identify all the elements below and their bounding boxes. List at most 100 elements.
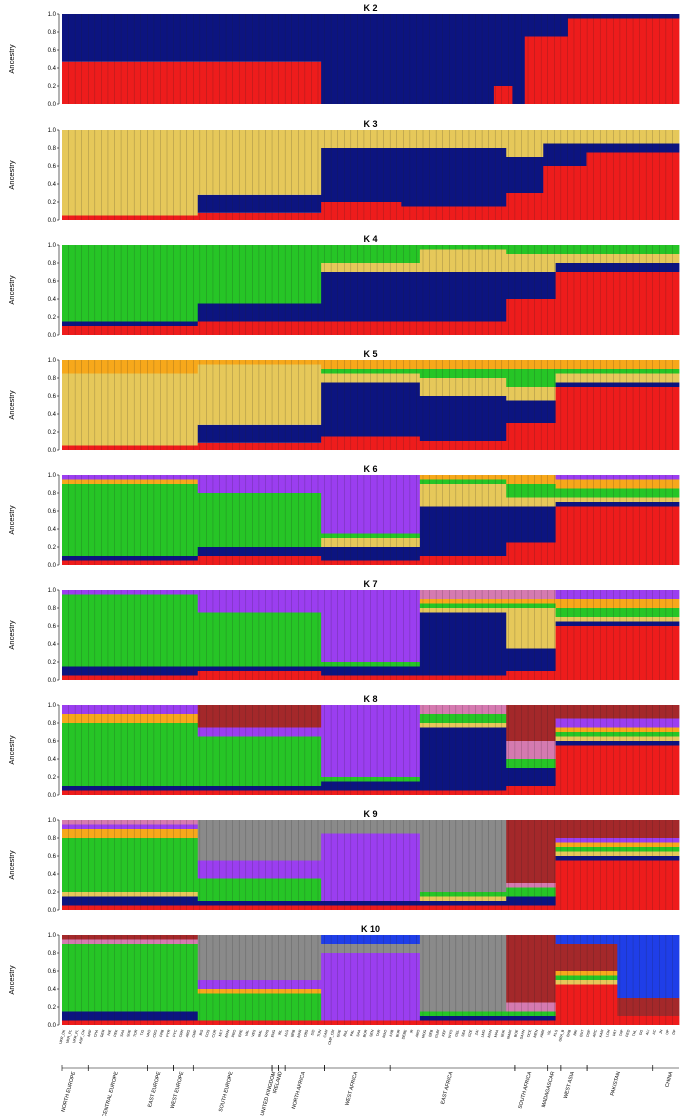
ancestry-purple — [321, 475, 421, 534]
ancestry-orange — [62, 360, 199, 374]
ancestry-purple — [62, 590, 199, 595]
ancestry-navy — [321, 547, 421, 561]
ancestry-gold — [321, 130, 402, 148]
population-label: PAT — [612, 1028, 618, 1036]
ancestry-green — [419, 603, 507, 608]
population-label: DEBE — [401, 1029, 408, 1040]
population-label: PYR — [165, 1029, 171, 1038]
ancestry-red — [419, 441, 507, 450]
ancestry-red — [506, 193, 544, 220]
y-axis-label: Ancestry — [7, 44, 16, 73]
y-tick-label: 0.4 — [48, 527, 57, 533]
y-tick-label: 0.4 — [48, 757, 57, 763]
ancestry-green — [555, 608, 680, 617]
ancestry-navy — [62, 666, 199, 676]
y-tick-label: 0.8 — [48, 836, 57, 842]
ancestry-gold — [555, 617, 680, 622]
ancestry-red — [617, 1016, 680, 1025]
population-label: LMO — [480, 1029, 486, 1038]
ancestry-red — [419, 556, 507, 565]
ancestry-red — [62, 790, 199, 795]
ancestry-brown — [555, 820, 680, 838]
panel-k5: K 5 Ancestry 0.0 0.2 0.4 0.6 0.8 1.0 — [7, 349, 680, 454]
population-label: ARO — [415, 1029, 421, 1038]
ancestry-red — [401, 206, 507, 220]
population-label: BUR — [395, 1029, 401, 1038]
ancestry-orange — [62, 479, 199, 484]
population-label: DP — [672, 1029, 677, 1035]
y-tick-label: 1.0 — [48, 933, 57, 939]
ancestry-green — [419, 1011, 507, 1016]
ancestry-pink — [419, 705, 507, 714]
population-label: OCE — [526, 1029, 532, 1038]
ancestry-navy — [321, 901, 421, 906]
ancestry-orange — [419, 475, 507, 480]
ancestry-green — [321, 533, 421, 538]
y-tick-label: 0.8 — [48, 30, 57, 36]
y-tick-label: 1.0 — [48, 12, 57, 18]
y-axis-label: Ancestry — [7, 160, 16, 189]
ancestry-pink — [506, 741, 556, 759]
panel-k7: K 7 Ancestry 0.0 0.2 0.4 0.6 0.8 1.0 — [7, 579, 680, 684]
ancestry-red — [62, 215, 199, 220]
population-label: MLT — [218, 1028, 224, 1036]
ancestry-red — [197, 212, 322, 220]
ancestry-purple — [321, 705, 421, 777]
ancestry-navy — [555, 741, 680, 746]
panel-title: K 10 — [361, 924, 380, 934]
ancestry-navy — [62, 321, 199, 326]
ancestry-red — [62, 905, 199, 910]
population-label: ARP — [87, 1029, 93, 1038]
region-label: WEST ASIA — [563, 1070, 576, 1099]
population-label: CRO — [152, 1029, 158, 1038]
ancestry-red — [62, 61, 322, 104]
ancestry-green — [555, 488, 680, 498]
ancestry-red — [506, 1020, 556, 1025]
ancestry-green — [419, 714, 507, 723]
ancestry-red — [62, 560, 199, 565]
ancestry-gold — [419, 249, 507, 272]
ancestry-red — [555, 984, 618, 1025]
y-tick-label: 0.4 — [48, 182, 57, 188]
ancestry-gold — [197, 130, 322, 195]
ancestry-pink — [62, 820, 199, 825]
population-label: GER — [100, 1029, 106, 1038]
ancestry-green — [506, 887, 556, 897]
ancestry-orange — [555, 599, 680, 608]
ancestry-navy — [506, 157, 544, 193]
ancestry-orange — [555, 360, 680, 369]
population-label: CAM — [323, 1029, 329, 1038]
ancestry-red — [506, 786, 556, 795]
ancestry-grey — [197, 820, 322, 861]
population-label: UKR_FL — [72, 1029, 79, 1043]
panel-title: K 8 — [363, 694, 377, 704]
population-label: KLS — [553, 1029, 559, 1037]
ancestry-purple — [62, 475, 199, 480]
population-label: MAO — [382, 1029, 388, 1038]
y-tick-label: 0.8 — [48, 376, 57, 382]
ancestry-red — [419, 321, 507, 335]
ancestry-red — [543, 166, 587, 220]
population-label: THL — [632, 1029, 638, 1037]
population-label: PAL — [350, 1029, 356, 1036]
population-label: AXB — [389, 1029, 395, 1038]
ancestry-orange — [419, 360, 507, 369]
ancestry-red — [555, 272, 680, 335]
population-label: TOR — [133, 1029, 139, 1038]
ancestry-red — [555, 860, 680, 910]
population-label: SAAN — [519, 1029, 526, 1040]
y-tick-label: 0.0 — [48, 908, 57, 914]
population-label: NIE — [107, 1029, 113, 1036]
ancestry-green — [555, 369, 680, 374]
ancestry-navy — [567, 14, 680, 19]
ancestry-red — [62, 445, 199, 450]
ancestry-brown — [62, 935, 199, 940]
ancestry-green — [506, 1011, 556, 1016]
population-label: AGF_CH — [78, 1029, 86, 1045]
ancestry-pink — [419, 590, 507, 599]
ancestry-purple — [555, 838, 680, 843]
ancestry-red — [524, 36, 569, 104]
population-label: PEK — [113, 1029, 119, 1038]
population-label: VAL — [244, 1029, 250, 1036]
ancestry-navy — [197, 194, 322, 213]
